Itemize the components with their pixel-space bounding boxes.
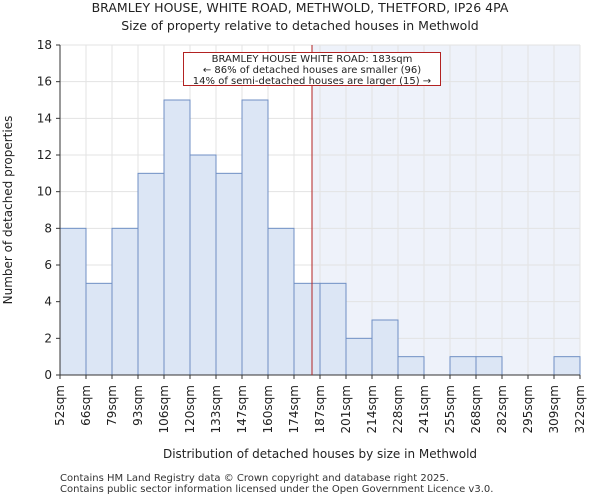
x-tick-label: 52sqm xyxy=(53,385,67,426)
larger-region-shade xyxy=(312,45,580,375)
y-tick-label: 10 xyxy=(37,185,52,199)
histogram-bar xyxy=(475,356,503,376)
histogram-bar xyxy=(449,356,477,376)
annotation-line-3: 14% of semi-detached houses are larger (… xyxy=(192,76,432,87)
histogram-bar xyxy=(397,356,425,376)
x-tick-label: 187sqm xyxy=(313,385,327,433)
y-tick-label: 8 xyxy=(44,221,52,235)
y-tick-label: 18 xyxy=(37,38,52,52)
x-axis-title: Distribution of detached houses by size … xyxy=(163,447,477,461)
annotation-line-1: BRAMLEY HOUSE WHITE ROAD: 183sqm xyxy=(211,54,413,65)
y-tick-label: 2 xyxy=(44,331,52,345)
x-tick-label: 241sqm xyxy=(417,385,431,433)
x-tick-label: 133sqm xyxy=(209,385,223,433)
x-tick-label: 106sqm xyxy=(157,385,171,433)
chart-title: Size of property relative to detached ho… xyxy=(121,18,479,33)
histogram-bar xyxy=(163,99,191,376)
x-tick-label: 282sqm xyxy=(495,385,509,433)
histogram-bar xyxy=(85,282,113,376)
x-tick-label: 201sqm xyxy=(339,385,353,433)
x-tick-label: 147sqm xyxy=(235,385,249,433)
x-tick-label: 214sqm xyxy=(365,385,379,433)
x-tick-label: 228sqm xyxy=(391,385,405,433)
histogram-bar xyxy=(189,154,217,376)
x-tick-label: 255sqm xyxy=(443,385,457,433)
histogram-bar xyxy=(345,337,373,376)
y-tick-label: 16 xyxy=(37,75,52,89)
histogram-bar xyxy=(215,172,243,376)
histogram-bar xyxy=(111,227,139,376)
histogram-bar xyxy=(319,282,347,376)
footer-copyright: Contains HM Land Registry data © Crown c… xyxy=(60,473,449,484)
annotation-line-2: ← 86% of detached houses are smaller (96… xyxy=(202,65,422,76)
property-annotation: BRAMLEY HOUSE WHITE ROAD: 183sqm ← 86% o… xyxy=(183,52,441,87)
histogram-bar xyxy=(241,99,269,376)
x-tick-label: 174sqm xyxy=(287,385,301,433)
footer-licence: Contains public sector information licen… xyxy=(60,484,494,495)
histogram-bar xyxy=(293,282,321,376)
histogram-bar xyxy=(137,172,165,376)
y-tick-label: 14 xyxy=(37,111,52,125)
x-tick-label: 309sqm xyxy=(547,385,561,433)
histogram-bar xyxy=(267,227,295,376)
x-tick-label: 79sqm xyxy=(105,385,119,426)
histogram-bar xyxy=(553,356,581,376)
x-tick-label: 160sqm xyxy=(261,385,275,433)
x-tick-label: 322sqm xyxy=(573,385,587,433)
y-tick-label: 6 xyxy=(44,258,52,272)
histogram-bar xyxy=(371,319,399,376)
x-tick-label: 268sqm xyxy=(469,385,483,433)
y-tick-label: 0 xyxy=(44,368,52,382)
x-tick-label: 66sqm xyxy=(79,385,93,426)
histogram-bar xyxy=(59,227,87,376)
x-tick-label: 295sqm xyxy=(521,385,535,433)
y-tick-label: 4 xyxy=(44,295,52,309)
y-tick-label: 12 xyxy=(37,148,52,162)
x-tick-label: 93sqm xyxy=(131,385,145,426)
y-axis-title: Number of detached properties xyxy=(1,116,15,305)
x-tick-label: 120sqm xyxy=(183,385,197,433)
chart-title-address: BRAMLEY HOUSE, WHITE ROAD, METHWOLD, THE… xyxy=(91,0,509,15)
